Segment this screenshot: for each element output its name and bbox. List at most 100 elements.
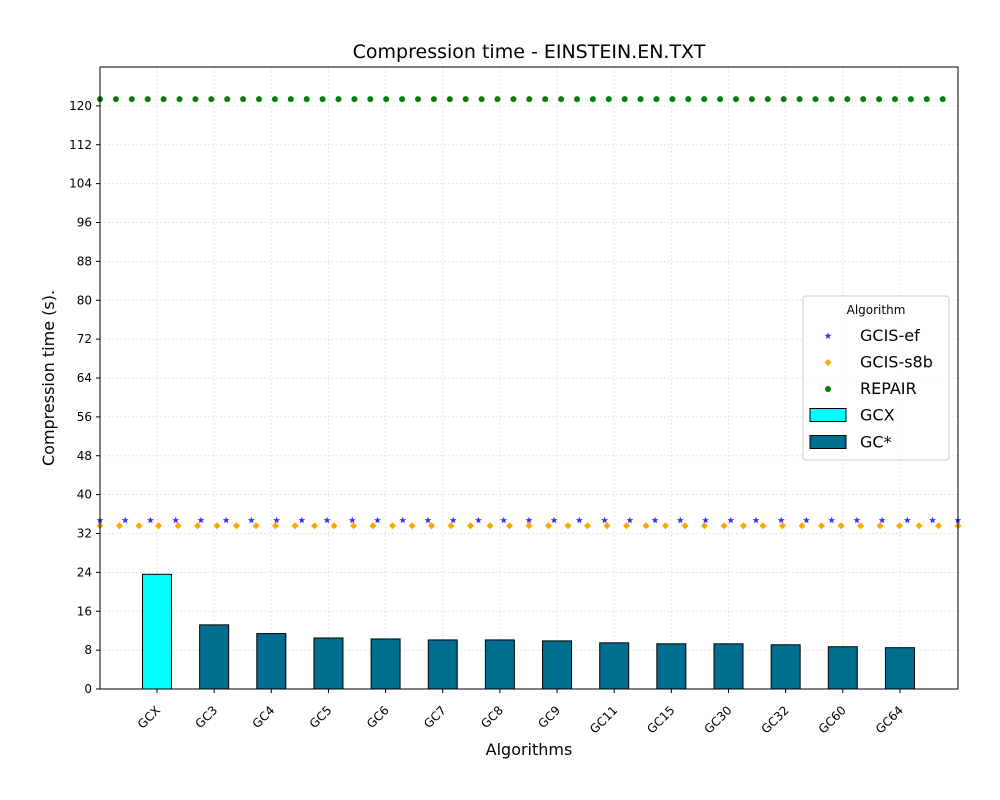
star-marker bbox=[147, 516, 154, 524]
diamond-marker bbox=[330, 522, 338, 530]
diamond-marker bbox=[935, 522, 942, 530]
diamond-marker bbox=[798, 522, 806, 530]
circle-marker bbox=[685, 96, 692, 103]
star-marker bbox=[626, 516, 634, 524]
circle-marker bbox=[717, 96, 724, 103]
circle-marker bbox=[224, 96, 231, 103]
circle-marker bbox=[208, 96, 215, 103]
diamond-marker bbox=[272, 522, 279, 530]
circle-marker bbox=[828, 96, 835, 103]
circle-marker bbox=[542, 96, 549, 103]
circle-marker bbox=[430, 96, 437, 103]
marker-series bbox=[96, 96, 962, 530]
circle-marker bbox=[558, 96, 565, 103]
legend-diamond-marker bbox=[824, 359, 832, 366]
circle-marker bbox=[621, 96, 628, 103]
star-marker bbox=[500, 516, 508, 524]
circle-marker bbox=[478, 96, 485, 103]
diamond-marker bbox=[740, 522, 747, 530]
circle-marker bbox=[160, 96, 167, 103]
bar-gc8 bbox=[484, 639, 515, 690]
circle-marker bbox=[812, 96, 819, 103]
star-marker bbox=[172, 516, 180, 524]
diamond-marker bbox=[584, 522, 591, 530]
circle-marker bbox=[256, 96, 262, 103]
star-marker bbox=[903, 516, 911, 524]
diamond-marker bbox=[389, 522, 396, 530]
circle-marker bbox=[367, 96, 374, 103]
star-marker bbox=[273, 516, 281, 524]
legend-title: Algorithm bbox=[847, 303, 906, 317]
diamond-marker bbox=[311, 522, 318, 530]
legend-label: REPAIR bbox=[860, 379, 917, 398]
circle-marker bbox=[892, 96, 898, 103]
circle-marker bbox=[733, 96, 739, 103]
y-tick-label: 40 bbox=[77, 488, 92, 502]
bar-gc3 bbox=[199, 624, 230, 690]
diamond-marker bbox=[506, 522, 513, 530]
star-marker bbox=[727, 516, 735, 524]
legend-star-marker bbox=[824, 332, 832, 339]
star-marker bbox=[525, 516, 533, 524]
star-marker bbox=[298, 516, 306, 524]
y-tick-label: 72 bbox=[77, 332, 92, 346]
diamond-marker bbox=[915, 522, 923, 530]
star-marker bbox=[853, 516, 861, 524]
diamond-marker bbox=[116, 522, 123, 530]
y-tick-label: 88 bbox=[77, 254, 92, 268]
circle-marker bbox=[303, 96, 310, 103]
circle-marker bbox=[399, 96, 406, 103]
star-marker bbox=[323, 516, 331, 524]
star-marker bbox=[702, 516, 709, 524]
legend-circle-marker bbox=[825, 386, 831, 392]
y-tick-label: 48 bbox=[77, 449, 92, 463]
bar-gc6 bbox=[370, 638, 401, 690]
diamond-marker bbox=[194, 522, 201, 530]
series-gcis-ef bbox=[96, 516, 962, 524]
circle-marker bbox=[351, 96, 358, 103]
circle-marker bbox=[844, 96, 851, 103]
circle-marker bbox=[271, 96, 278, 103]
circle-marker bbox=[701, 96, 708, 103]
diamond-marker bbox=[174, 522, 182, 530]
diamond-marker bbox=[837, 522, 845, 530]
circle-marker bbox=[796, 96, 803, 103]
circle-marker bbox=[860, 96, 867, 103]
star-marker bbox=[399, 516, 407, 524]
star-marker bbox=[197, 516, 205, 524]
circle-marker bbox=[462, 96, 469, 103]
bar-gc5 bbox=[313, 637, 344, 690]
diamond-marker bbox=[428, 522, 435, 530]
circle-marker bbox=[923, 96, 930, 103]
star-marker bbox=[449, 516, 457, 524]
diamond-marker bbox=[545, 522, 552, 530]
circle-marker bbox=[319, 96, 326, 103]
legend-swatch bbox=[809, 435, 847, 449]
diamond-marker bbox=[603, 522, 611, 530]
y-tick-label: 112 bbox=[69, 138, 92, 152]
star-marker bbox=[777, 516, 785, 524]
circle-marker bbox=[176, 96, 183, 103]
bar-gc60 bbox=[827, 646, 858, 690]
y-tick-label: 56 bbox=[77, 410, 92, 424]
star-marker bbox=[575, 516, 583, 524]
circle-marker bbox=[335, 96, 342, 103]
circle-marker bbox=[669, 96, 676, 103]
circle-marker bbox=[415, 96, 421, 103]
star-marker bbox=[247, 516, 255, 524]
y-tick-label: 104 bbox=[69, 177, 92, 191]
circle-marker bbox=[383, 96, 390, 103]
star-marker bbox=[651, 516, 659, 524]
diamond-marker bbox=[291, 522, 299, 530]
diamond-marker bbox=[779, 522, 786, 530]
y-tick-label: 96 bbox=[77, 216, 92, 230]
circle-marker bbox=[653, 96, 660, 103]
y-tick-label: 8 bbox=[84, 643, 92, 657]
circle-marker bbox=[144, 96, 151, 103]
bar-gc30 bbox=[713, 643, 744, 690]
circle-marker bbox=[526, 96, 533, 103]
star-marker bbox=[424, 516, 432, 524]
y-axis-title: Compression time (s). bbox=[39, 290, 58, 466]
legend-label: GC* bbox=[860, 433, 892, 452]
